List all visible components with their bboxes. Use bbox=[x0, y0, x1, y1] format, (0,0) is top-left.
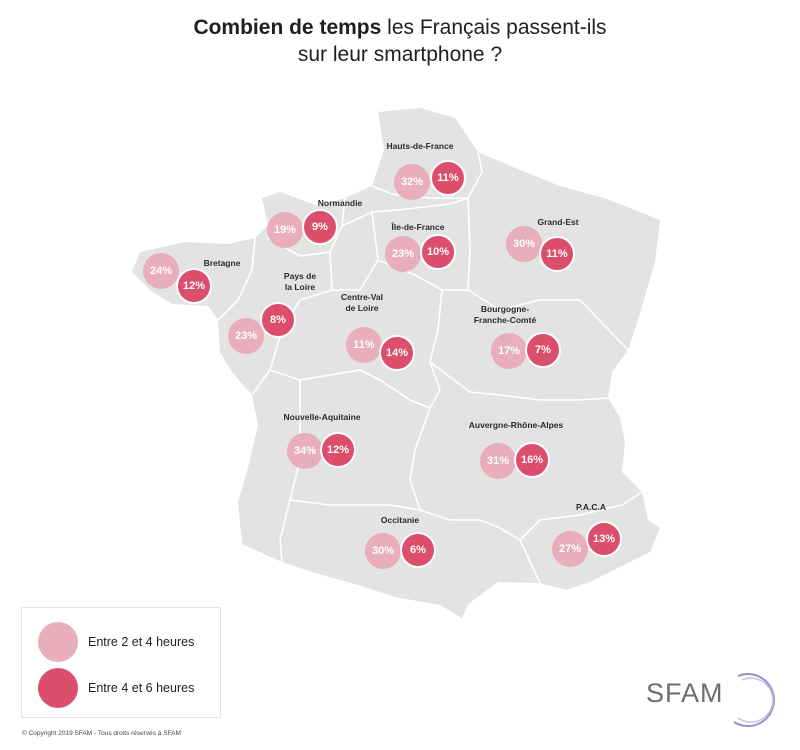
legend: Entre 2 et 4 heures Entre 4 et 6 heures bbox=[21, 607, 221, 718]
bubble-2-4h-nouvelle-aquitaine: 34% bbox=[287, 433, 323, 469]
title-bold: Combien de temps bbox=[193, 16, 382, 39]
bubble-2-4h-ile-de-france: 23% bbox=[385, 236, 421, 272]
region-label-p-a-c-a: P.A.C.A bbox=[575, 502, 607, 512]
region-label-hauts-de-france: Hauts-de-France bbox=[386, 141, 454, 151]
title-rest: les Français passent-ils bbox=[381, 16, 607, 39]
bubble-4-6h-p-a-c-a: 13% bbox=[586, 521, 622, 557]
legend-item-light: Entre 2 et 4 heures bbox=[38, 622, 194, 662]
bubble-4-6h-nouvelle-aquitaine: 12% bbox=[320, 432, 356, 468]
region-label-normandie: Normandie bbox=[317, 198, 363, 208]
legend-item-dark: Entre 4 et 6 heures bbox=[38, 668, 194, 708]
region-label-bretagne: Bretagne bbox=[203, 258, 241, 268]
bubble-4-6h-centre-val-de-loire: 14% bbox=[379, 335, 415, 371]
bubble-2-4h-bretagne: 24% bbox=[143, 253, 179, 289]
bubble-4-6h-ile-de-france: 10% bbox=[420, 234, 456, 270]
chart-title: Combien de temps les Français passent-il… bbox=[0, 14, 800, 68]
legend-swatch-light bbox=[38, 622, 78, 662]
bubble-2-4h-auvergne-rhone-alpes: 31% bbox=[480, 443, 516, 479]
bubble-2-4h-normandie: 19% bbox=[267, 212, 303, 248]
bubble-4-6h-normandie: 9% bbox=[302, 209, 338, 245]
bubble-2-4h-grand-est: 30% bbox=[506, 226, 542, 262]
copyright-text: © Copyright 2019 SFAM - Tous droits rése… bbox=[22, 730, 181, 737]
legend-label-light: Entre 2 et 4 heures bbox=[88, 635, 195, 649]
bubble-4-6h-pays-de-la-loire: 8% bbox=[260, 302, 296, 338]
bubble-2-4h-p-a-c-a: 27% bbox=[552, 531, 588, 567]
bubble-4-6h-auvergne-rhone-alpes: 16% bbox=[514, 442, 550, 478]
legend-label-dark: Entre 4 et 6 heures bbox=[88, 681, 195, 695]
region-label-centre-val-de-loire: Centre-Val de Loire bbox=[340, 292, 384, 313]
bubble-2-4h-centre-val-de-loire: 11% bbox=[346, 327, 382, 363]
bubble-4-6h-occitanie: 6% bbox=[400, 532, 436, 568]
region-label-pays-de-la-loire: Pays de la Loire bbox=[283, 271, 317, 292]
region-label-occitanie: Occitanie bbox=[380, 515, 420, 525]
region-label-auvergne-rhone-alpes: Auvergne-Rhône-Alpes bbox=[468, 420, 564, 430]
bubble-2-4h-pays-de-la-loire: 23% bbox=[228, 318, 264, 354]
sfam-logo: SFAM bbox=[646, 668, 776, 728]
region-label-bourgogne-franche-comte: Bourgogne- Franche-Comté bbox=[473, 304, 537, 325]
logo-swirl-icon bbox=[733, 673, 775, 727]
logo-text: SFAM bbox=[646, 678, 724, 708]
bubble-4-6h-hauts-de-france: 11% bbox=[430, 160, 466, 196]
bubble-2-4h-hauts-de-france: 32% bbox=[394, 164, 430, 200]
bubble-4-6h-grand-est: 11% bbox=[539, 236, 575, 272]
legend-swatch-dark bbox=[38, 668, 78, 708]
bubble-2-4h-bourgogne-franche-comte: 17% bbox=[491, 333, 527, 369]
bubble-4-6h-bretagne: 12% bbox=[176, 268, 212, 304]
bubble-2-4h-occitanie: 30% bbox=[365, 533, 401, 569]
bubble-4-6h-bourgogne-franche-comte: 7% bbox=[525, 332, 561, 368]
region-label-ile-de-france: Île-de-France bbox=[391, 222, 445, 232]
region-label-nouvelle-aquitaine: Nouvelle-Aquitaine bbox=[283, 412, 361, 422]
title-line2: sur leur smartphone ? bbox=[297, 43, 503, 66]
region-label-grand-est: Grand-Est bbox=[537, 217, 579, 227]
